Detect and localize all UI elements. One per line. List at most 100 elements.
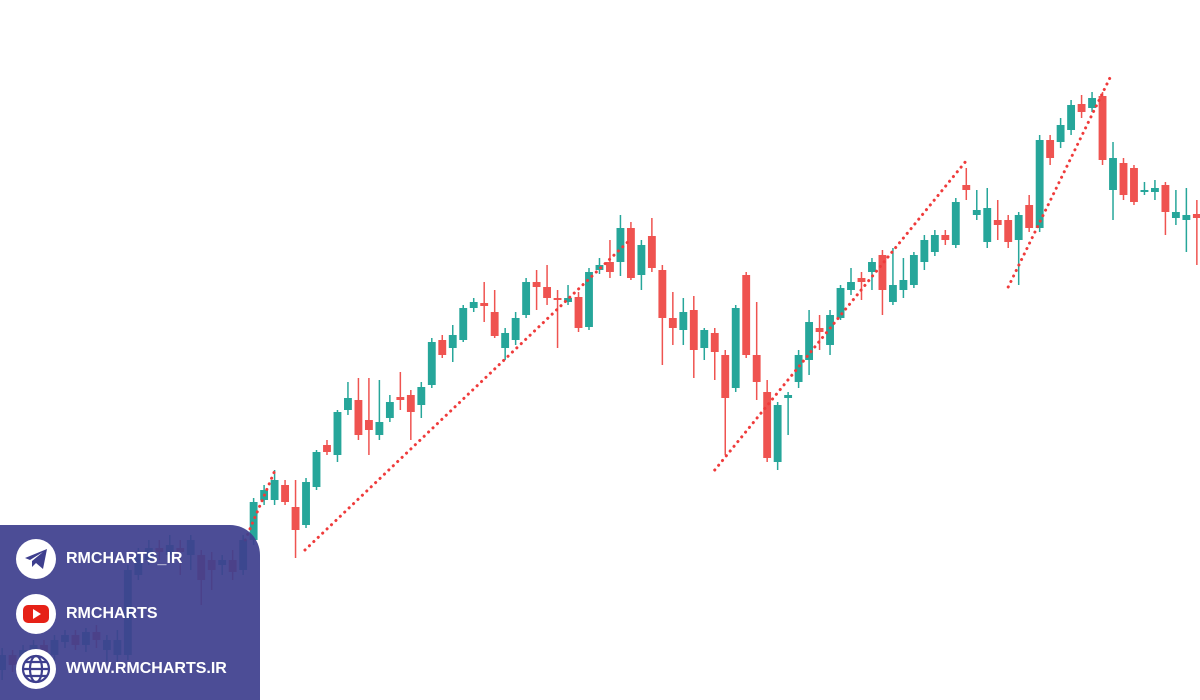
candle [396,372,405,410]
candle [1035,135,1044,232]
body [553,298,562,300]
social-label[interactable]: WWW.RMCHARTS.IR [66,660,227,677]
candle [1025,195,1034,232]
body [1088,98,1096,108]
body [763,392,772,458]
body [647,236,656,268]
candle [469,298,478,312]
social-label[interactable]: RMCHARTS [66,605,158,622]
candle [637,240,646,290]
body [836,288,845,318]
body [302,482,310,525]
candle [1171,190,1180,225]
body [962,185,971,190]
body [637,245,646,275]
social-panel: RMCHARTS_IR RMCHARTS WWW.RMCHARTS.IR [0,525,260,700]
body [323,445,331,452]
body [448,335,457,348]
trend-line [713,160,967,472]
body [899,280,908,290]
candle [951,198,960,248]
candle [585,268,593,330]
candle [721,350,730,455]
candle [1192,200,1200,265]
web-icon [16,649,56,689]
candle [731,305,740,392]
candle [1067,100,1076,135]
candle [1130,165,1138,205]
candle [1088,92,1096,112]
body [1067,105,1076,130]
candle [438,335,447,358]
body [364,420,373,430]
social-label[interactable]: RMCHARTS_IR [66,550,183,567]
body [920,240,929,262]
candle [553,290,562,348]
panel-background [0,525,260,700]
body [564,298,572,302]
candle [375,380,384,440]
candle [490,290,499,338]
candle [878,250,887,315]
candle [1109,142,1117,220]
body [385,402,394,418]
body [993,220,1002,225]
body [878,255,887,290]
body [344,398,352,410]
body [1119,163,1128,195]
candle [616,215,625,276]
body [333,412,342,455]
body [941,235,950,240]
body [291,507,300,530]
candle [899,258,908,298]
candle [574,292,583,332]
candle [752,302,761,400]
candle [689,296,698,378]
candle [511,312,520,345]
candle [1182,188,1191,252]
candle [1046,135,1055,165]
candle [406,390,415,440]
body [1098,96,1107,160]
candle [647,218,656,272]
body [543,287,552,298]
candle [668,292,677,345]
telegram-icon [16,539,56,579]
candle [679,298,688,345]
body [731,308,740,388]
body [522,282,531,315]
body [270,480,279,500]
candle [459,305,468,342]
candle [658,265,667,365]
body [616,228,625,262]
candle [448,325,457,362]
candle [302,478,310,528]
body [249,502,258,540]
body [406,395,415,412]
body [427,342,436,385]
body [480,303,489,306]
candle [1161,182,1170,235]
body [700,330,709,348]
candle [312,450,321,490]
body [805,322,814,360]
candle [836,285,845,320]
body [857,278,866,282]
candle [1119,158,1128,200]
body [281,485,289,502]
candle [364,378,373,455]
candle [784,392,793,435]
body [1192,214,1200,218]
candle [270,470,279,505]
candle [805,310,814,375]
candle [710,328,719,380]
candle [962,168,971,200]
body [1161,185,1170,212]
candle [564,285,572,305]
body [312,452,321,487]
body [930,235,939,252]
candle [983,188,992,248]
candle [333,410,342,462]
candle [888,248,897,305]
candle [941,230,950,245]
